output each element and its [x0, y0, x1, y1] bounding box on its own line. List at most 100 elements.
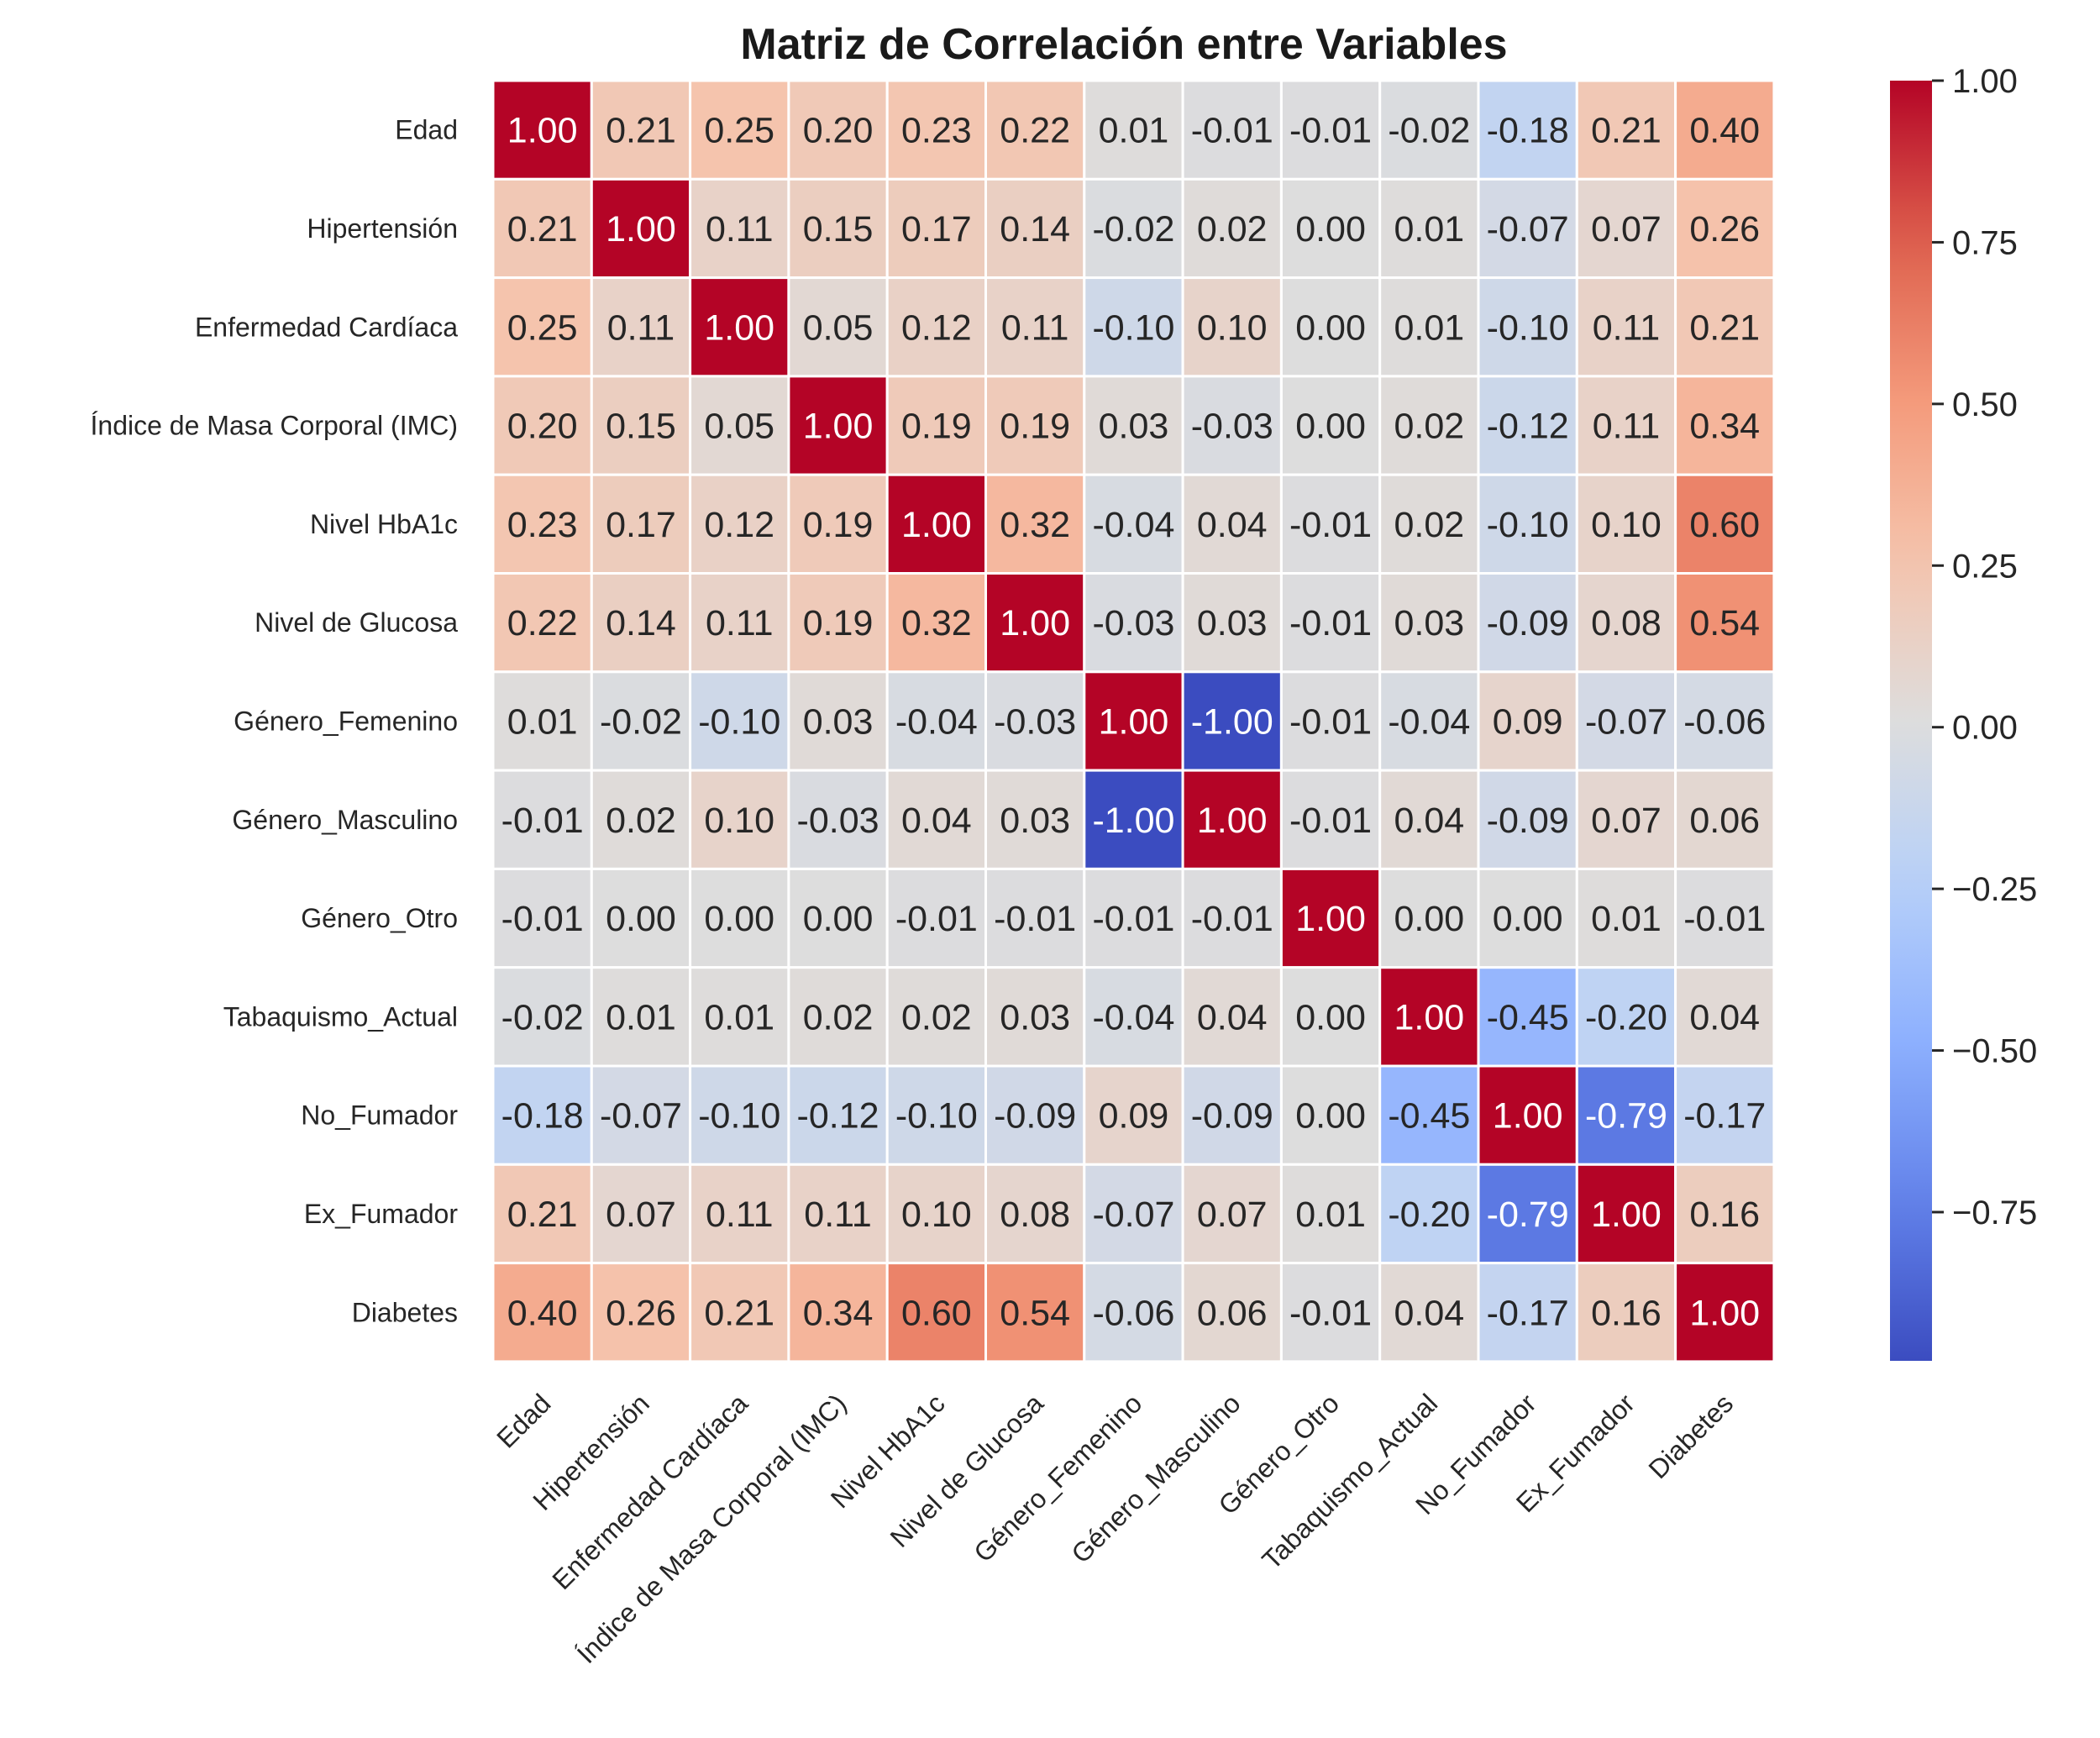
heatmap-cell-5-1 — [590, 572, 692, 674]
heatmap-cell-7-4 — [885, 769, 987, 870]
heatmap-cell-3-10 — [1477, 375, 1578, 476]
heatmap-cell-5-7 — [1181, 572, 1283, 674]
cell-value-10-8: 0.00 — [1295, 1096, 1366, 1137]
heatmap-cell-5-10 — [1477, 572, 1578, 674]
heatmap-cell-2-2 — [689, 276, 790, 378]
heatmap-cell-10-0 — [491, 1064, 593, 1166]
heatmap-cell-3-6 — [1083, 375, 1184, 476]
cell-value-7-7: 1.00 — [1197, 801, 1268, 841]
cell-value-11-10: -0.79 — [1487, 1195, 1569, 1235]
cell-value-4-10: -0.10 — [1487, 505, 1569, 545]
cell-value-8-7: -0.01 — [1191, 899, 1273, 939]
cell-value-10-2: -0.10 — [698, 1096, 780, 1137]
cell-value-0-5: 0.22 — [1000, 111, 1070, 151]
colorbar-tick-label-3: 0.25 — [1952, 548, 2018, 585]
heatmap-cell-7-7 — [1181, 769, 1283, 870]
cell-value-11-12: 0.16 — [1689, 1195, 1760, 1235]
heatmap-cell-4-2 — [689, 473, 790, 575]
cell-value-10-9: -0.45 — [1388, 1096, 1470, 1137]
cell-value-3-12: 0.34 — [1689, 407, 1760, 447]
heatmap-cell-3-2 — [689, 375, 790, 476]
colorbar: 1.00 0.75 0.50 0.25 0.00 −0.25 −0.50 −0.75 — [1890, 63, 2037, 1361]
cell-value-5-9: 0.03 — [1394, 603, 1464, 643]
cell-value-2-2: 1.00 — [704, 307, 774, 348]
heatmap-cell-3-5 — [984, 375, 1086, 476]
heatmap-cell-8-3 — [787, 867, 889, 969]
heatmap-cell-1-7 — [1181, 177, 1283, 280]
heatmap-cell-0-0 — [491, 79, 593, 181]
heatmap-cell-3-7 — [1181, 375, 1283, 476]
heatmap-cell-9-5 — [984, 966, 1086, 1068]
colorbar-tick-label-7: −0.75 — [1952, 1195, 2037, 1231]
column-label-12: Diabetes — [1642, 1388, 1739, 1484]
colorbar-tick-label-2: 0.50 — [1952, 386, 2018, 423]
cell-value-5-12: 0.54 — [1689, 603, 1760, 643]
cell-value-6-9: -0.04 — [1388, 701, 1470, 742]
cell-value-0-1: 0.21 — [606, 111, 676, 151]
cell-value-7-4: 0.04 — [901, 801, 972, 841]
heatmap-cell-5-0 — [491, 572, 593, 674]
cell-value-7-6: -1.00 — [1092, 801, 1174, 841]
cell-value-11-8: 0.01 — [1295, 1195, 1366, 1235]
cell-value-1-11: 0.07 — [1591, 209, 1662, 249]
cell-value-9-3: 0.02 — [803, 997, 874, 1037]
heatmap-cell-6-2 — [689, 670, 790, 772]
heatmap-cell-1-9 — [1378, 177, 1480, 280]
cell-value-2-0: 0.25 — [507, 307, 578, 348]
colorbar-tick-label-0: 1.00 — [1952, 63, 2018, 100]
cell-value-2-10: -0.10 — [1487, 307, 1569, 348]
heatmap-cell-1-0 — [491, 177, 593, 280]
cell-value-1-8: 0.00 — [1295, 209, 1366, 249]
heatmap-cell-1-3 — [787, 177, 889, 280]
cell-value-2-5: 0.11 — [1001, 307, 1069, 348]
cell-value-9-4: 0.02 — [901, 997, 972, 1037]
cell-value-10-5: -0.09 — [994, 1096, 1076, 1137]
heatmap-cell-4-3 — [787, 473, 889, 575]
cell-value-3-4: 0.19 — [901, 407, 972, 447]
heatmap-cell-7-3 — [787, 769, 889, 870]
heatmap-cell-12-5 — [984, 1262, 1086, 1363]
heatmap-cell-12-7 — [1181, 1262, 1283, 1363]
row-label-12: Diabetes — [352, 1297, 458, 1327]
cell-value-4-2: 0.12 — [704, 505, 774, 545]
cell-value-5-0: 0.22 — [507, 603, 578, 643]
cell-value-7-5: 0.03 — [1000, 801, 1070, 841]
cell-value-1-10: -0.07 — [1487, 209, 1569, 249]
cell-value-7-12: 0.06 — [1689, 801, 1760, 841]
row-label-3: Índice de Masa Corporal (IMC) — [91, 411, 458, 441]
cell-value-3-7: -0.03 — [1191, 407, 1273, 447]
heatmap-cell-8-5 — [984, 867, 1086, 969]
cell-value-0-6: 0.01 — [1099, 111, 1169, 151]
row-label-9: Tabaquismo_Actual — [223, 1001, 458, 1032]
cell-value-5-4: 0.32 — [901, 603, 972, 643]
heatmap-cell-9-9 — [1378, 966, 1480, 1068]
row-labels: Edad Hipertensión Enfermedad Cardíaca Índic… — [91, 115, 459, 1328]
heatmap-cell-2-4 — [885, 276, 987, 378]
cell-value-3-9: 0.02 — [1394, 407, 1464, 447]
heatmap-cell-11-7 — [1181, 1163, 1283, 1265]
cell-value-0-4: 0.23 — [901, 111, 972, 151]
heatmap-cell-9-1 — [590, 966, 692, 1068]
cell-value-2-8: 0.00 — [1295, 307, 1366, 348]
row-label-4: Nivel HbA1c — [310, 509, 458, 539]
heatmap-cell-11-11 — [1575, 1163, 1677, 1265]
cell-value-11-5: 0.08 — [1000, 1195, 1070, 1235]
heatmap-cell-2-9 — [1378, 276, 1480, 378]
row-label-7: Género_Masculino — [232, 805, 458, 835]
heatmap-cell-9-8 — [1279, 966, 1382, 1068]
cell-value-4-7: 0.04 — [1197, 505, 1268, 545]
heatmap-cell-0-7 — [1181, 79, 1283, 181]
heatmap-cells: 1.00 0.21 0.25 0.20 0.23 0.22 0.01 -0.01 -0.01 -0… — [491, 79, 1776, 1363]
row-label-0: Edad — [395, 115, 458, 145]
heatmap-cell-6-9 — [1378, 670, 1480, 772]
heatmap-cell-9-11 — [1575, 966, 1677, 1068]
cell-value-9-6: -0.04 — [1092, 997, 1174, 1037]
cell-value-5-10: -0.09 — [1487, 603, 1569, 643]
cell-value-11-9: -0.20 — [1388, 1195, 1470, 1235]
colorbar-tick-label-4: 0.00 — [1952, 710, 2018, 747]
cell-value-5-7: 0.03 — [1197, 603, 1268, 643]
colorbar-gradient — [1890, 81, 1932, 1361]
cell-value-4-0: 0.23 — [507, 505, 578, 545]
cell-value-10-4: -0.10 — [895, 1096, 978, 1137]
cell-value-11-2: 0.11 — [706, 1195, 774, 1235]
